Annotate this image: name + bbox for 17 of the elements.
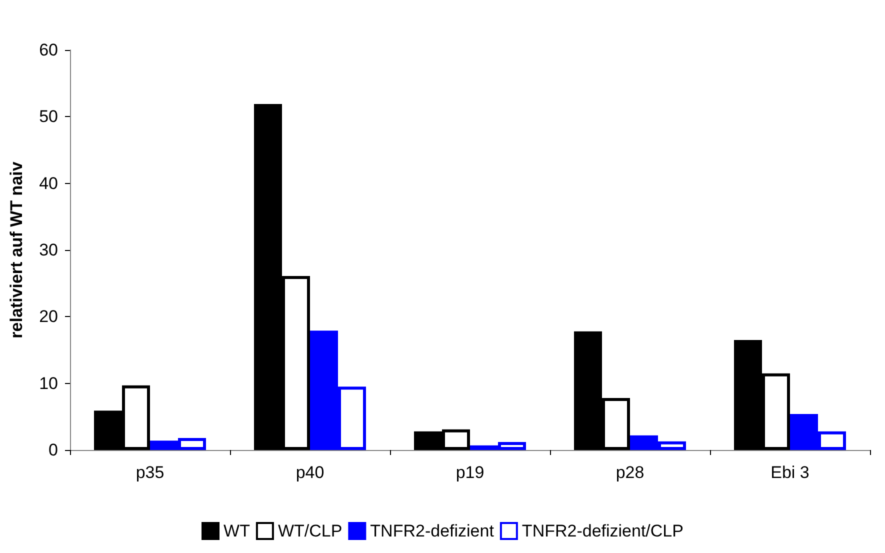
x-tick-label: Ebi 3	[770, 463, 810, 482]
legend-label: WT	[224, 522, 250, 540]
x-tick-label: p35	[136, 463, 164, 482]
y-tick-label: 20	[39, 307, 58, 326]
y-tick-label: 40	[39, 174, 58, 193]
y-tick-label: 0	[48, 440, 58, 460]
y-tick-label: 50	[39, 107, 58, 126]
y-tick-label: 60	[39, 40, 58, 60]
x-tick-label: p19	[456, 463, 484, 482]
legend-label: TNFR2-defizient/CLP	[522, 522, 684, 540]
y-axis-title: relativiert auf WT naiv	[7, 161, 26, 338]
legend-label: WT/CLP	[278, 522, 342, 540]
x-tick-label: p40	[296, 463, 324, 482]
x-tick-label: p28	[616, 463, 644, 482]
legend-label: TNFR2-defizient	[370, 522, 494, 540]
y-tick-label: 10	[39, 374, 58, 393]
y-tick-label: 30	[39, 240, 58, 260]
